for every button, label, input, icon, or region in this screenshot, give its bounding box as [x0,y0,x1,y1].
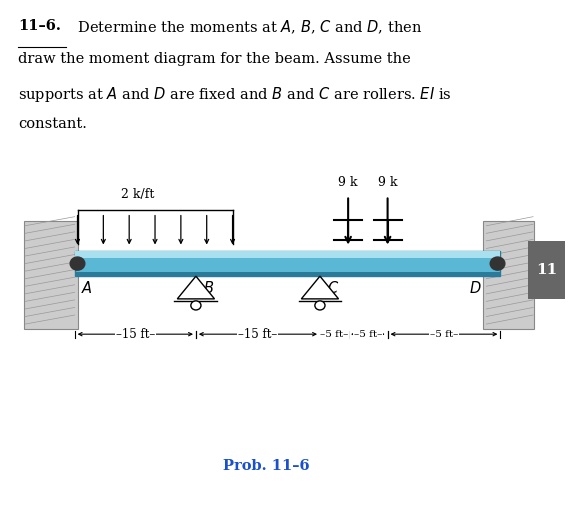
Text: 2 k/ft: 2 k/ft [122,188,155,201]
Bar [528,241,565,299]
Text: 9 k: 9 k [378,176,397,189]
Text: –5 ft–: –5 ft– [353,330,382,339]
Text: Prob. 11–6: Prob. 11–6 [223,459,309,473]
Text: 11: 11 [536,263,557,277]
Text: –15 ft–: –15 ft– [238,328,278,341]
Circle shape [191,301,201,310]
Text: Determine the moments at $A$, $B$, $C$ and $D$, then: Determine the moments at $A$, $B$, $C$ a… [68,19,422,37]
Circle shape [490,257,505,270]
Circle shape [315,301,325,310]
Text: draw the moment diagram for the beam. Assume the: draw the moment diagram for the beam. As… [18,52,411,66]
Bar [484,221,534,329]
Text: constant.: constant. [18,117,87,131]
Text: $A$: $A$ [82,280,93,296]
Bar [75,251,500,276]
Text: –5 ft–: –5 ft– [320,330,348,339]
Text: $C$: $C$ [327,280,339,296]
Text: $D$: $D$ [469,280,482,296]
Circle shape [70,257,85,270]
Polygon shape [301,276,339,299]
Text: supports at $A$ and $D$ are fixed and $B$ and $C$ are rollers. $EI$ is: supports at $A$ and $D$ are fixed and $B… [18,85,452,103]
Text: –15 ft–: –15 ft– [116,328,155,341]
Text: 9 k: 9 k [339,176,358,189]
Bar [24,221,78,329]
Bar [75,251,500,258]
Text: $B$: $B$ [203,280,214,296]
Text: –5 ft–: –5 ft– [430,330,458,339]
Bar [75,272,500,276]
Text: 11–6.: 11–6. [18,19,61,33]
Polygon shape [178,276,215,299]
